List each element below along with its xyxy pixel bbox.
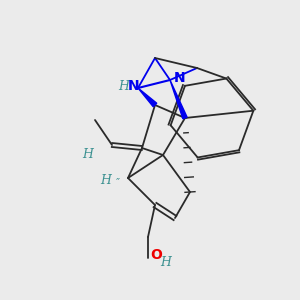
Polygon shape (170, 80, 187, 119)
Text: O: O (150, 248, 162, 262)
Text: N: N (128, 79, 140, 93)
Polygon shape (138, 88, 157, 107)
Text: ″: ″ (116, 177, 120, 187)
Text: H: H (118, 80, 129, 92)
Text: H: H (160, 256, 171, 269)
Text: N: N (174, 71, 186, 85)
Text: H: H (100, 173, 111, 187)
Text: H: H (82, 148, 93, 161)
